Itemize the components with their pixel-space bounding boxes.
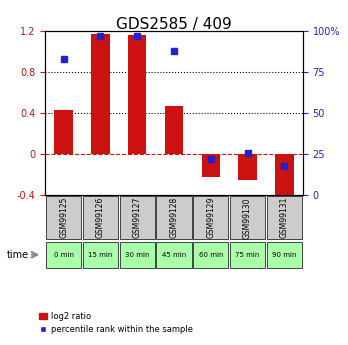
Bar bbox=[165, 106, 183, 154]
Bar bbox=[54, 110, 73, 154]
Text: GSM99130: GSM99130 bbox=[243, 197, 252, 238]
FancyBboxPatch shape bbox=[46, 196, 81, 239]
Text: GSM99131: GSM99131 bbox=[280, 197, 289, 238]
Text: GSM99128: GSM99128 bbox=[169, 197, 179, 238]
Text: 60 min: 60 min bbox=[199, 252, 223, 258]
FancyBboxPatch shape bbox=[230, 196, 265, 239]
FancyBboxPatch shape bbox=[120, 242, 155, 268]
Bar bbox=[275, 154, 294, 206]
Bar bbox=[91, 34, 110, 154]
Text: time: time bbox=[7, 250, 29, 260]
FancyBboxPatch shape bbox=[193, 196, 228, 239]
Text: GSM99127: GSM99127 bbox=[133, 197, 142, 238]
Text: GSM99126: GSM99126 bbox=[96, 197, 105, 238]
FancyBboxPatch shape bbox=[83, 242, 118, 268]
Text: 90 min: 90 min bbox=[272, 252, 296, 258]
FancyBboxPatch shape bbox=[267, 196, 302, 239]
Bar bbox=[128, 35, 147, 154]
Text: 75 min: 75 min bbox=[235, 252, 260, 258]
Text: 0 min: 0 min bbox=[54, 252, 74, 258]
FancyBboxPatch shape bbox=[120, 196, 155, 239]
Bar bbox=[238, 154, 257, 180]
Text: GSM99125: GSM99125 bbox=[59, 197, 68, 238]
FancyBboxPatch shape bbox=[156, 196, 192, 239]
Legend: log2 ratio, percentile rank within the sample: log2 ratio, percentile rank within the s… bbox=[35, 308, 197, 337]
FancyBboxPatch shape bbox=[230, 242, 265, 268]
Text: GDS2585 / 409: GDS2585 / 409 bbox=[116, 17, 232, 32]
Text: 15 min: 15 min bbox=[88, 252, 113, 258]
FancyBboxPatch shape bbox=[193, 242, 228, 268]
Text: 45 min: 45 min bbox=[162, 252, 186, 258]
Text: 30 min: 30 min bbox=[125, 252, 149, 258]
Text: GSM99129: GSM99129 bbox=[206, 197, 215, 238]
Bar bbox=[201, 154, 220, 177]
FancyBboxPatch shape bbox=[267, 242, 302, 268]
FancyBboxPatch shape bbox=[46, 242, 81, 268]
FancyBboxPatch shape bbox=[156, 242, 192, 268]
FancyBboxPatch shape bbox=[83, 196, 118, 239]
